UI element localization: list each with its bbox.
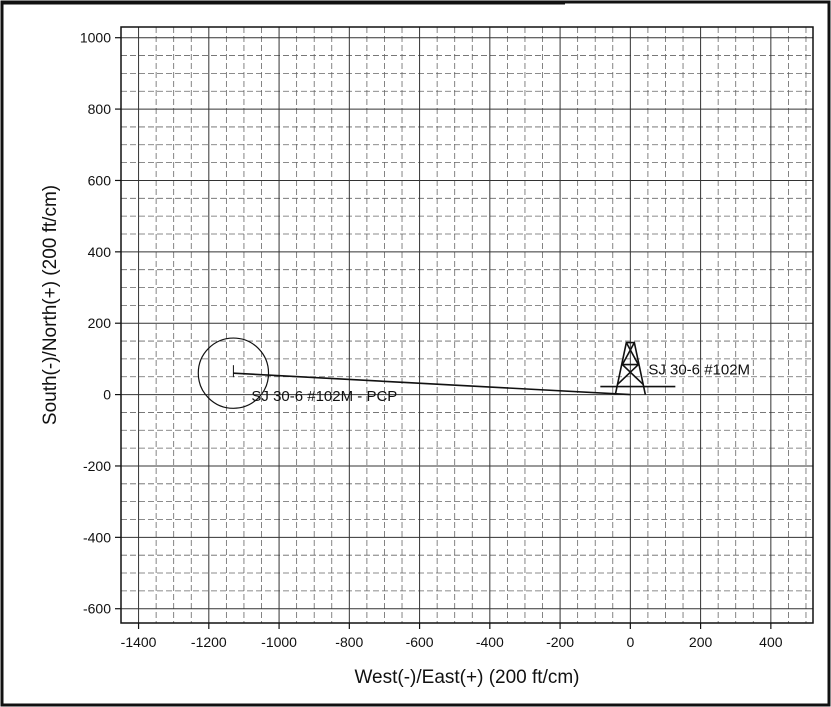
- x-tick-label: 200: [689, 634, 713, 650]
- target-circle: [197, 337, 270, 409]
- x-tick-label: -400: [476, 634, 504, 650]
- x-tick-label: -1400: [121, 634, 157, 650]
- y-tick-label: -200: [83, 458, 111, 474]
- x-tick-label: 400: [759, 634, 783, 650]
- plot-area: -1400 -1200 -1000 -800 -600 -400 -200 0 200 400 1…: [80, 26, 814, 650]
- plot-border: [120, 26, 814, 624]
- y-tick-label: -400: [83, 529, 111, 545]
- x-tick-label: -1000: [261, 634, 297, 650]
- x-tick-label: 0: [626, 634, 634, 650]
- x-axis-ticks: -1400 -1200 -1000 -800 -600 -400 -200 0 200 400: [121, 623, 783, 650]
- derrick-brace: [625, 342, 640, 365]
- y-tick-label: 800: [88, 101, 112, 117]
- series-layer: SJ 30-6 #102M - PCP SJ 30-6 #102M: [197, 337, 750, 409]
- y-tick-label: 0: [103, 387, 111, 403]
- x-tick-label: -200: [546, 634, 574, 650]
- target-label: SJ 30-6 #102M - PCP: [251, 388, 397, 405]
- x-axis-title: West(-)/East(+) (200 ft/cm): [354, 667, 579, 688]
- x-tick-label: -800: [335, 634, 363, 650]
- major-grid: [121, 27, 813, 623]
- wellbore-path-line: [233, 372, 631, 396]
- x-tick-label: -1200: [191, 634, 227, 650]
- surface-well-label: SJ 30-6 #102M: [648, 362, 750, 379]
- derrick-icon: [600, 341, 676, 395]
- minor-grid: [120, 27, 813, 623]
- y-axis-ticks: 1000 800 600 400 200 0 -200 -400 -600: [80, 30, 121, 617]
- derrick-brace: [621, 364, 644, 386]
- derrick-brace: [621, 342, 636, 365]
- y-tick-label: 400: [88, 244, 112, 260]
- x-tick-label: -600: [406, 634, 434, 650]
- derrick-brace: [616, 364, 639, 386]
- y-tick-label: 1000: [80, 30, 111, 46]
- y-tick-label: 600: [88, 172, 112, 188]
- derrick-legs: [614, 341, 647, 395]
- y-axis-title: South(-)/North(+) (200 ft/cm): [40, 185, 61, 425]
- y-tick-label: 200: [88, 315, 112, 331]
- y-tick-label: -600: [83, 601, 111, 617]
